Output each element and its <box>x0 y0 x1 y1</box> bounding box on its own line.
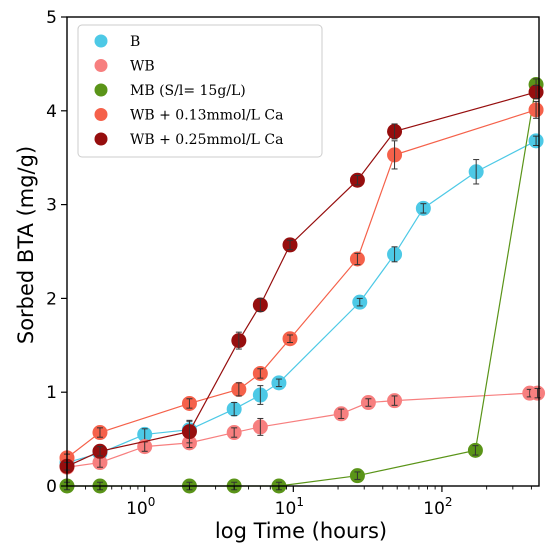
error-bar <box>287 239 294 251</box>
error-bar <box>354 252 361 266</box>
series-line <box>66 140 537 464</box>
y-axis-title: Sorbed BTA (mg/g) <box>14 146 38 344</box>
error-bar <box>354 175 361 186</box>
error-bar <box>231 402 238 417</box>
x-axis-title: log Time (hours) <box>215 519 387 543</box>
y-tick-label: 0 <box>46 477 57 497</box>
series-layer <box>59 77 546 494</box>
series-4 <box>59 84 544 474</box>
x-tick-label: 100 <box>126 495 155 519</box>
error-bar <box>257 385 264 405</box>
error-bar <box>391 395 398 406</box>
error-bar <box>257 368 264 379</box>
legend-item: WB + 0.13mmol/L Ca <box>94 108 283 124</box>
legend-item: B <box>94 34 140 50</box>
legend-marker <box>94 59 108 72</box>
error-bar <box>235 382 242 397</box>
x-tick-label: 102 <box>423 495 452 519</box>
error-bar <box>533 100 540 119</box>
error-bar <box>473 159 480 185</box>
error-bar <box>96 446 103 457</box>
legend-item: MB (S/l= 15g/L) <box>94 83 246 99</box>
legend-marker <box>94 34 108 48</box>
legend-marker <box>94 108 108 121</box>
error-bar <box>533 135 540 147</box>
error-bar <box>420 203 427 214</box>
legend-item: WB + 0.25mmol/L Ca <box>94 132 283 148</box>
series-3 <box>59 100 544 466</box>
error-bar <box>235 331 242 350</box>
error-bar <box>257 417 264 436</box>
legend-marker <box>94 132 108 146</box>
error-bar <box>391 140 398 170</box>
y-tick-label: 5 <box>46 8 57 28</box>
error-bar <box>186 419 193 444</box>
error-bar <box>231 427 238 438</box>
error-bar <box>533 84 540 100</box>
error-bar <box>356 297 363 307</box>
legend-label: WB + 0.25mmol/L Ca <box>130 132 283 148</box>
error-bar <box>257 297 264 313</box>
error-bar <box>354 471 361 480</box>
error-bar <box>391 246 398 263</box>
legend-label: MB (S/l= 15g/L) <box>130 83 246 99</box>
y-tick-label: 1 <box>46 383 57 403</box>
axes-layer: 0 1 2 3 4 5 100 101 102 <box>46 8 540 519</box>
error-bar <box>96 427 103 438</box>
y-tick-label: 4 <box>46 102 57 122</box>
error-bar <box>365 398 372 407</box>
legend-label: WB + 0.13mmol/L Ca <box>130 108 283 124</box>
error-bar <box>275 378 282 388</box>
y-tick-label: 3 <box>46 196 57 216</box>
error-bar <box>287 334 294 343</box>
legend-label: WB <box>130 59 155 75</box>
y-tick-label: 2 <box>46 289 57 309</box>
legend-item: WB <box>94 59 155 75</box>
legend-marker <box>94 83 108 97</box>
error-bar <box>472 445 479 456</box>
axes-frame <box>66 16 540 487</box>
legend-label: B <box>130 34 140 50</box>
legend: B WB MB (S/l= 15g/L) WB + 0.13mmol/L Ca WB +… <box>77 24 323 158</box>
error-bar <box>391 123 398 140</box>
x-tick-label: 101 <box>275 495 304 519</box>
legend-box <box>77 24 323 158</box>
error-bar <box>186 398 193 409</box>
error-bar <box>338 408 345 419</box>
